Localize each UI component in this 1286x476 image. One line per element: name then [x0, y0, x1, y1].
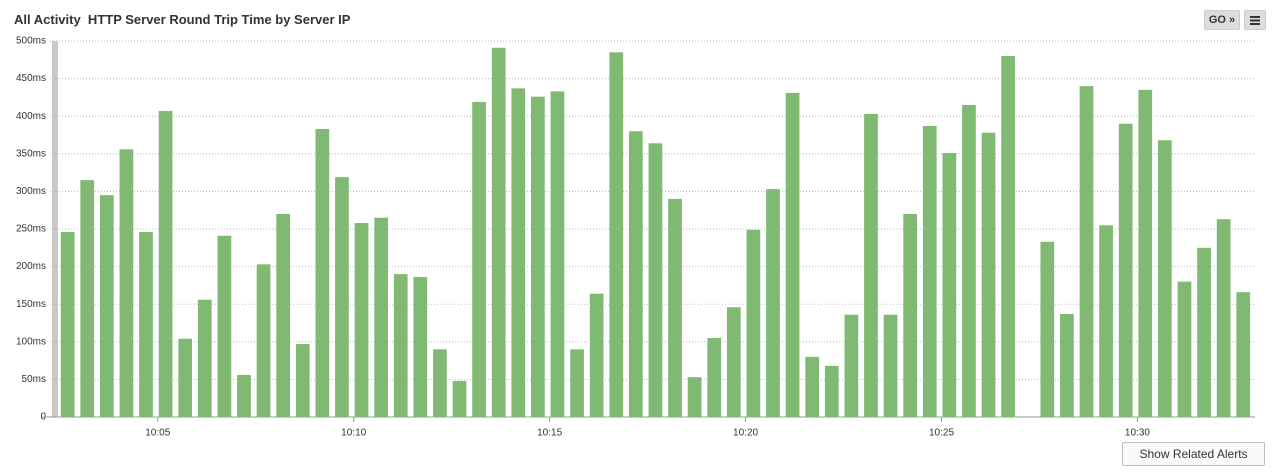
x-tick-label: 10:30 [1125, 428, 1150, 439]
bar [726, 307, 741, 417]
bar [178, 338, 193, 417]
bar [1079, 86, 1094, 418]
x-tick-label: 10:05 [145, 428, 170, 439]
bar [922, 125, 937, 417]
bar [785, 92, 800, 417]
bar [570, 349, 584, 417]
bar [668, 198, 682, 417]
bar [1197, 247, 1211, 417]
bar [1216, 219, 1231, 417]
chart-title: All Activity HTTP Server Round Trip Time… [14, 12, 351, 27]
y-tick-label: 250ms [16, 224, 46, 235]
y-tick-label: 200ms [16, 261, 46, 272]
bar [942, 153, 957, 417]
bar [217, 235, 232, 417]
bar [589, 293, 604, 417]
menu-button[interactable] [1244, 10, 1266, 30]
bar [550, 91, 565, 417]
bar [864, 113, 878, 417]
menu-icon [1250, 16, 1260, 25]
bar [511, 88, 526, 417]
bar [276, 213, 291, 417]
bar [1177, 281, 1192, 417]
bar [1138, 89, 1153, 417]
bar [903, 213, 918, 417]
bar [1236, 292, 1251, 417]
bar [628, 131, 643, 418]
y-tick-label: 400ms [16, 111, 46, 122]
bar [393, 274, 408, 417]
bar [335, 177, 349, 417]
bar [158, 110, 173, 417]
bar [256, 264, 271, 417]
bar [824, 365, 839, 417]
bar [609, 52, 624, 417]
bar [707, 338, 722, 417]
bar [60, 232, 75, 417]
bar [491, 47, 506, 417]
bar [119, 149, 134, 417]
bar [197, 299, 212, 417]
bar [295, 344, 310, 417]
bar [80, 180, 95, 417]
x-tick-label: 10:10 [341, 428, 366, 439]
bar [1060, 313, 1074, 417]
bar [99, 195, 114, 417]
bar [452, 380, 467, 417]
y-tick-label: 350ms [16, 148, 46, 159]
x-tick-label: 10:15 [537, 428, 562, 439]
bar [746, 229, 761, 417]
bar [687, 377, 702, 417]
bar [1001, 56, 1015, 417]
y-tick-label: 100ms [16, 336, 46, 347]
bar [1158, 140, 1172, 417]
x-tick-label: 10:20 [733, 428, 758, 439]
bar [315, 128, 330, 417]
bar [354, 222, 369, 417]
range-handle [52, 41, 58, 417]
bar [413, 277, 428, 417]
bar [844, 314, 859, 417]
bar [981, 132, 996, 417]
bar [883, 314, 898, 417]
bar [766, 189, 780, 417]
bar [237, 374, 251, 417]
y-tick-label: 300ms [16, 186, 46, 197]
y-tick-label: 500ms [16, 36, 46, 47]
y-tick-label: 450ms [16, 73, 46, 84]
x-tick-label: 10:25 [929, 428, 954, 439]
bar [139, 232, 153, 417]
show-related-alerts-button[interactable]: Show Related Alerts [1122, 442, 1265, 466]
y-tick-label: 50ms [22, 374, 46, 385]
chart: 050ms100ms150ms200ms250ms300ms350ms400ms… [16, 36, 1255, 439]
bar [374, 217, 388, 417]
bar [531, 96, 545, 417]
bar [472, 101, 486, 418]
bar [433, 349, 447, 417]
bar [805, 356, 820, 417]
bar [648, 143, 663, 417]
bar [1118, 123, 1133, 417]
bar [962, 104, 976, 418]
go-button[interactable]: GO » [1204, 10, 1240, 30]
bar [1040, 241, 1055, 417]
y-tick-label: 150ms [16, 299, 46, 310]
bar [1099, 225, 1113, 417]
